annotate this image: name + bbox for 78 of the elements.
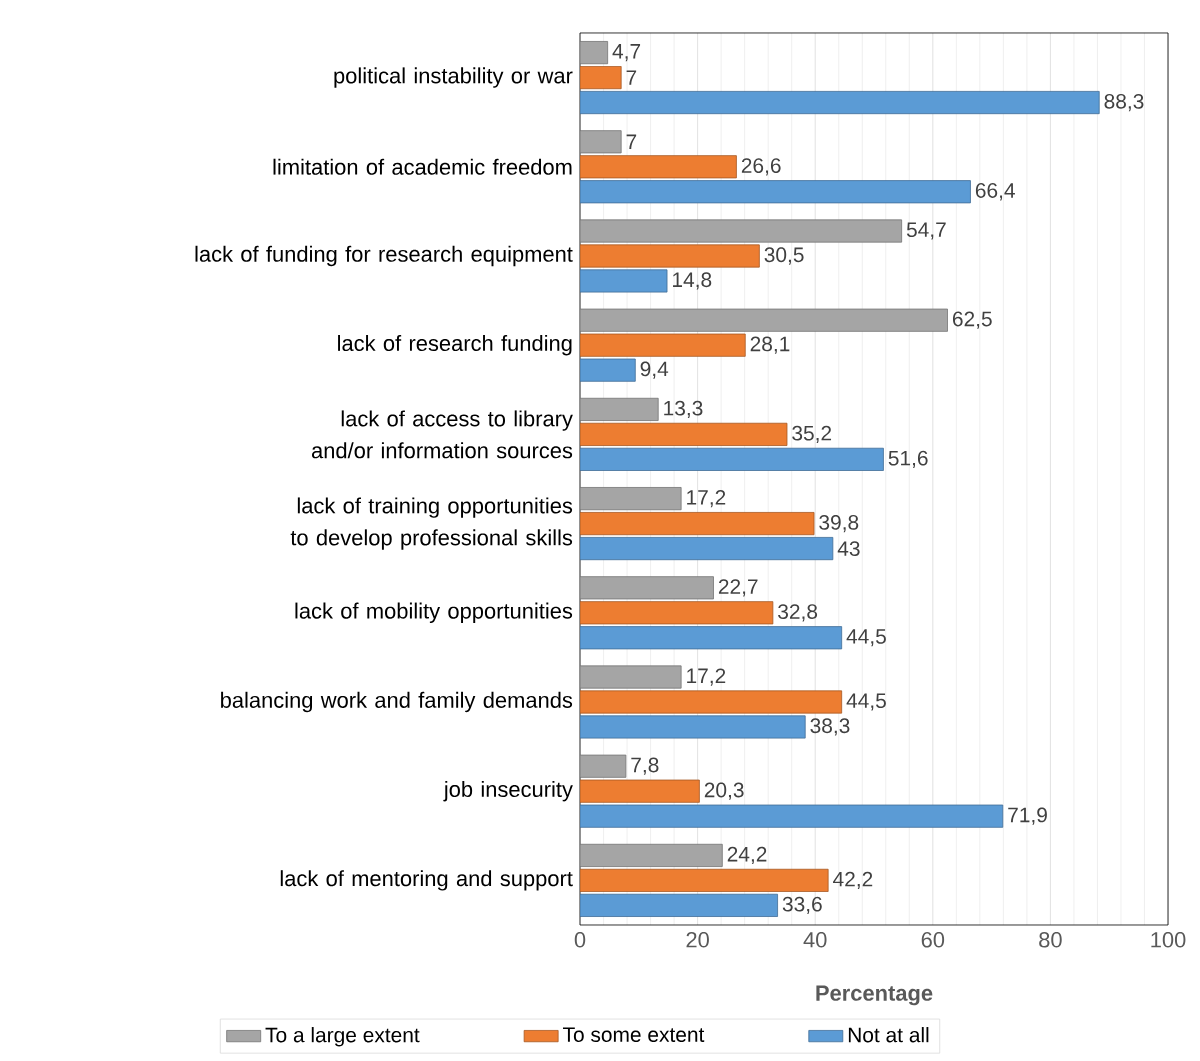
y-tick-label: political instability or war [334, 67, 573, 88]
x-tick-label: 20 [686, 932, 709, 948]
data-label: 38,3 [810, 718, 850, 736]
bar [580, 868, 829, 892]
data-label: 33,6 [782, 896, 822, 915]
data-label: 20,3 [704, 782, 744, 800]
data-label: 7 [626, 70, 637, 85]
x-tick-label: 0 [574, 932, 586, 948]
bar [580, 576, 714, 600]
data-label: 7 [626, 134, 637, 149]
x-tick-label: 80 [1039, 932, 1062, 948]
data-label: 4,7 [612, 44, 641, 62]
bar [580, 512, 815, 536]
y-tick-label: lack of mobility opportunities [295, 602, 573, 623]
data-label: 88,3 [1104, 93, 1144, 112]
bar [580, 333, 746, 357]
bar [580, 130, 622, 154]
bar [580, 487, 682, 511]
data-label: 17,2 [687, 668, 726, 686]
data-label: 44,5 [846, 693, 886, 711]
data-label: 22,7 [718, 579, 758, 597]
data-label: 32,8 [778, 604, 818, 622]
data-label: 35,2 [792, 425, 832, 444]
data-label: 42,2 [833, 871, 873, 890]
y-tick-label: lack of mentoring and support [280, 870, 573, 891]
bar [580, 447, 884, 471]
data-label: 28,1 [750, 336, 790, 354]
data-label: 26,6 [741, 158, 781, 176]
data-label: 17,2 [687, 489, 726, 508]
data-label: 51,6 [888, 450, 928, 469]
x-tick-label: 40 [803, 932, 827, 948]
legend-label: To some extent [563, 1027, 705, 1043]
bar [580, 397, 659, 421]
y-tick-label: limitation of academic freedom [273, 158, 572, 175]
data-label: 9,4 [640, 361, 669, 379]
bar [580, 779, 700, 803]
legend-label: To a large extent [265, 1027, 420, 1047]
y-tick-label: job insecurity [443, 780, 573, 802]
data-label: 14,8 [673, 272, 712, 290]
data-label: 13,3 [664, 400, 703, 419]
y-tick-label: lack of training opportunities to develop professional skills [290, 497, 573, 550]
data-label: 39,8 [819, 514, 859, 533]
y-tick-label: balancing work and family demands [221, 691, 573, 713]
y-tick-label: lack of access to library and/or information sources [311, 410, 573, 459]
bar [580, 155, 737, 179]
data-label: 24,2 [727, 846, 767, 865]
bar [580, 244, 760, 268]
x-axis-title: Percentage [816, 985, 933, 1006]
bar [580, 537, 834, 561]
y-tick-label: lack of funding for research equipment [195, 245, 573, 267]
bar [580, 690, 843, 714]
bar [580, 358, 636, 382]
bar [580, 91, 1100, 115]
data-label: 44,5 [846, 629, 886, 647]
x-tick-label: 100 [1151, 932, 1186, 948]
data-label: 43 [837, 541, 860, 556]
bar [580, 893, 778, 917]
legend-label: Not at all [848, 1027, 929, 1043]
data-label: 54,7 [906, 222, 946, 240]
bar [580, 308, 948, 332]
x-tick-label: 60 [921, 932, 945, 948]
bar [580, 754, 627, 778]
bar [580, 66, 622, 90]
data-label: 66,4 [975, 183, 1015, 201]
bar [580, 715, 806, 739]
y-tick-label: lack of research funding [338, 334, 572, 356]
bar [580, 422, 788, 446]
bar [580, 180, 971, 204]
bar [580, 269, 668, 293]
data-label: 30,5 [764, 247, 804, 265]
bar [580, 665, 682, 689]
bar [580, 843, 723, 867]
data-label: 71,9 [1008, 807, 1047, 825]
bar [580, 601, 774, 625]
bar [580, 626, 843, 650]
data-label: 7,8 [631, 757, 659, 775]
data-label: 62,5 [952, 311, 992, 329]
bar [580, 804, 1004, 828]
